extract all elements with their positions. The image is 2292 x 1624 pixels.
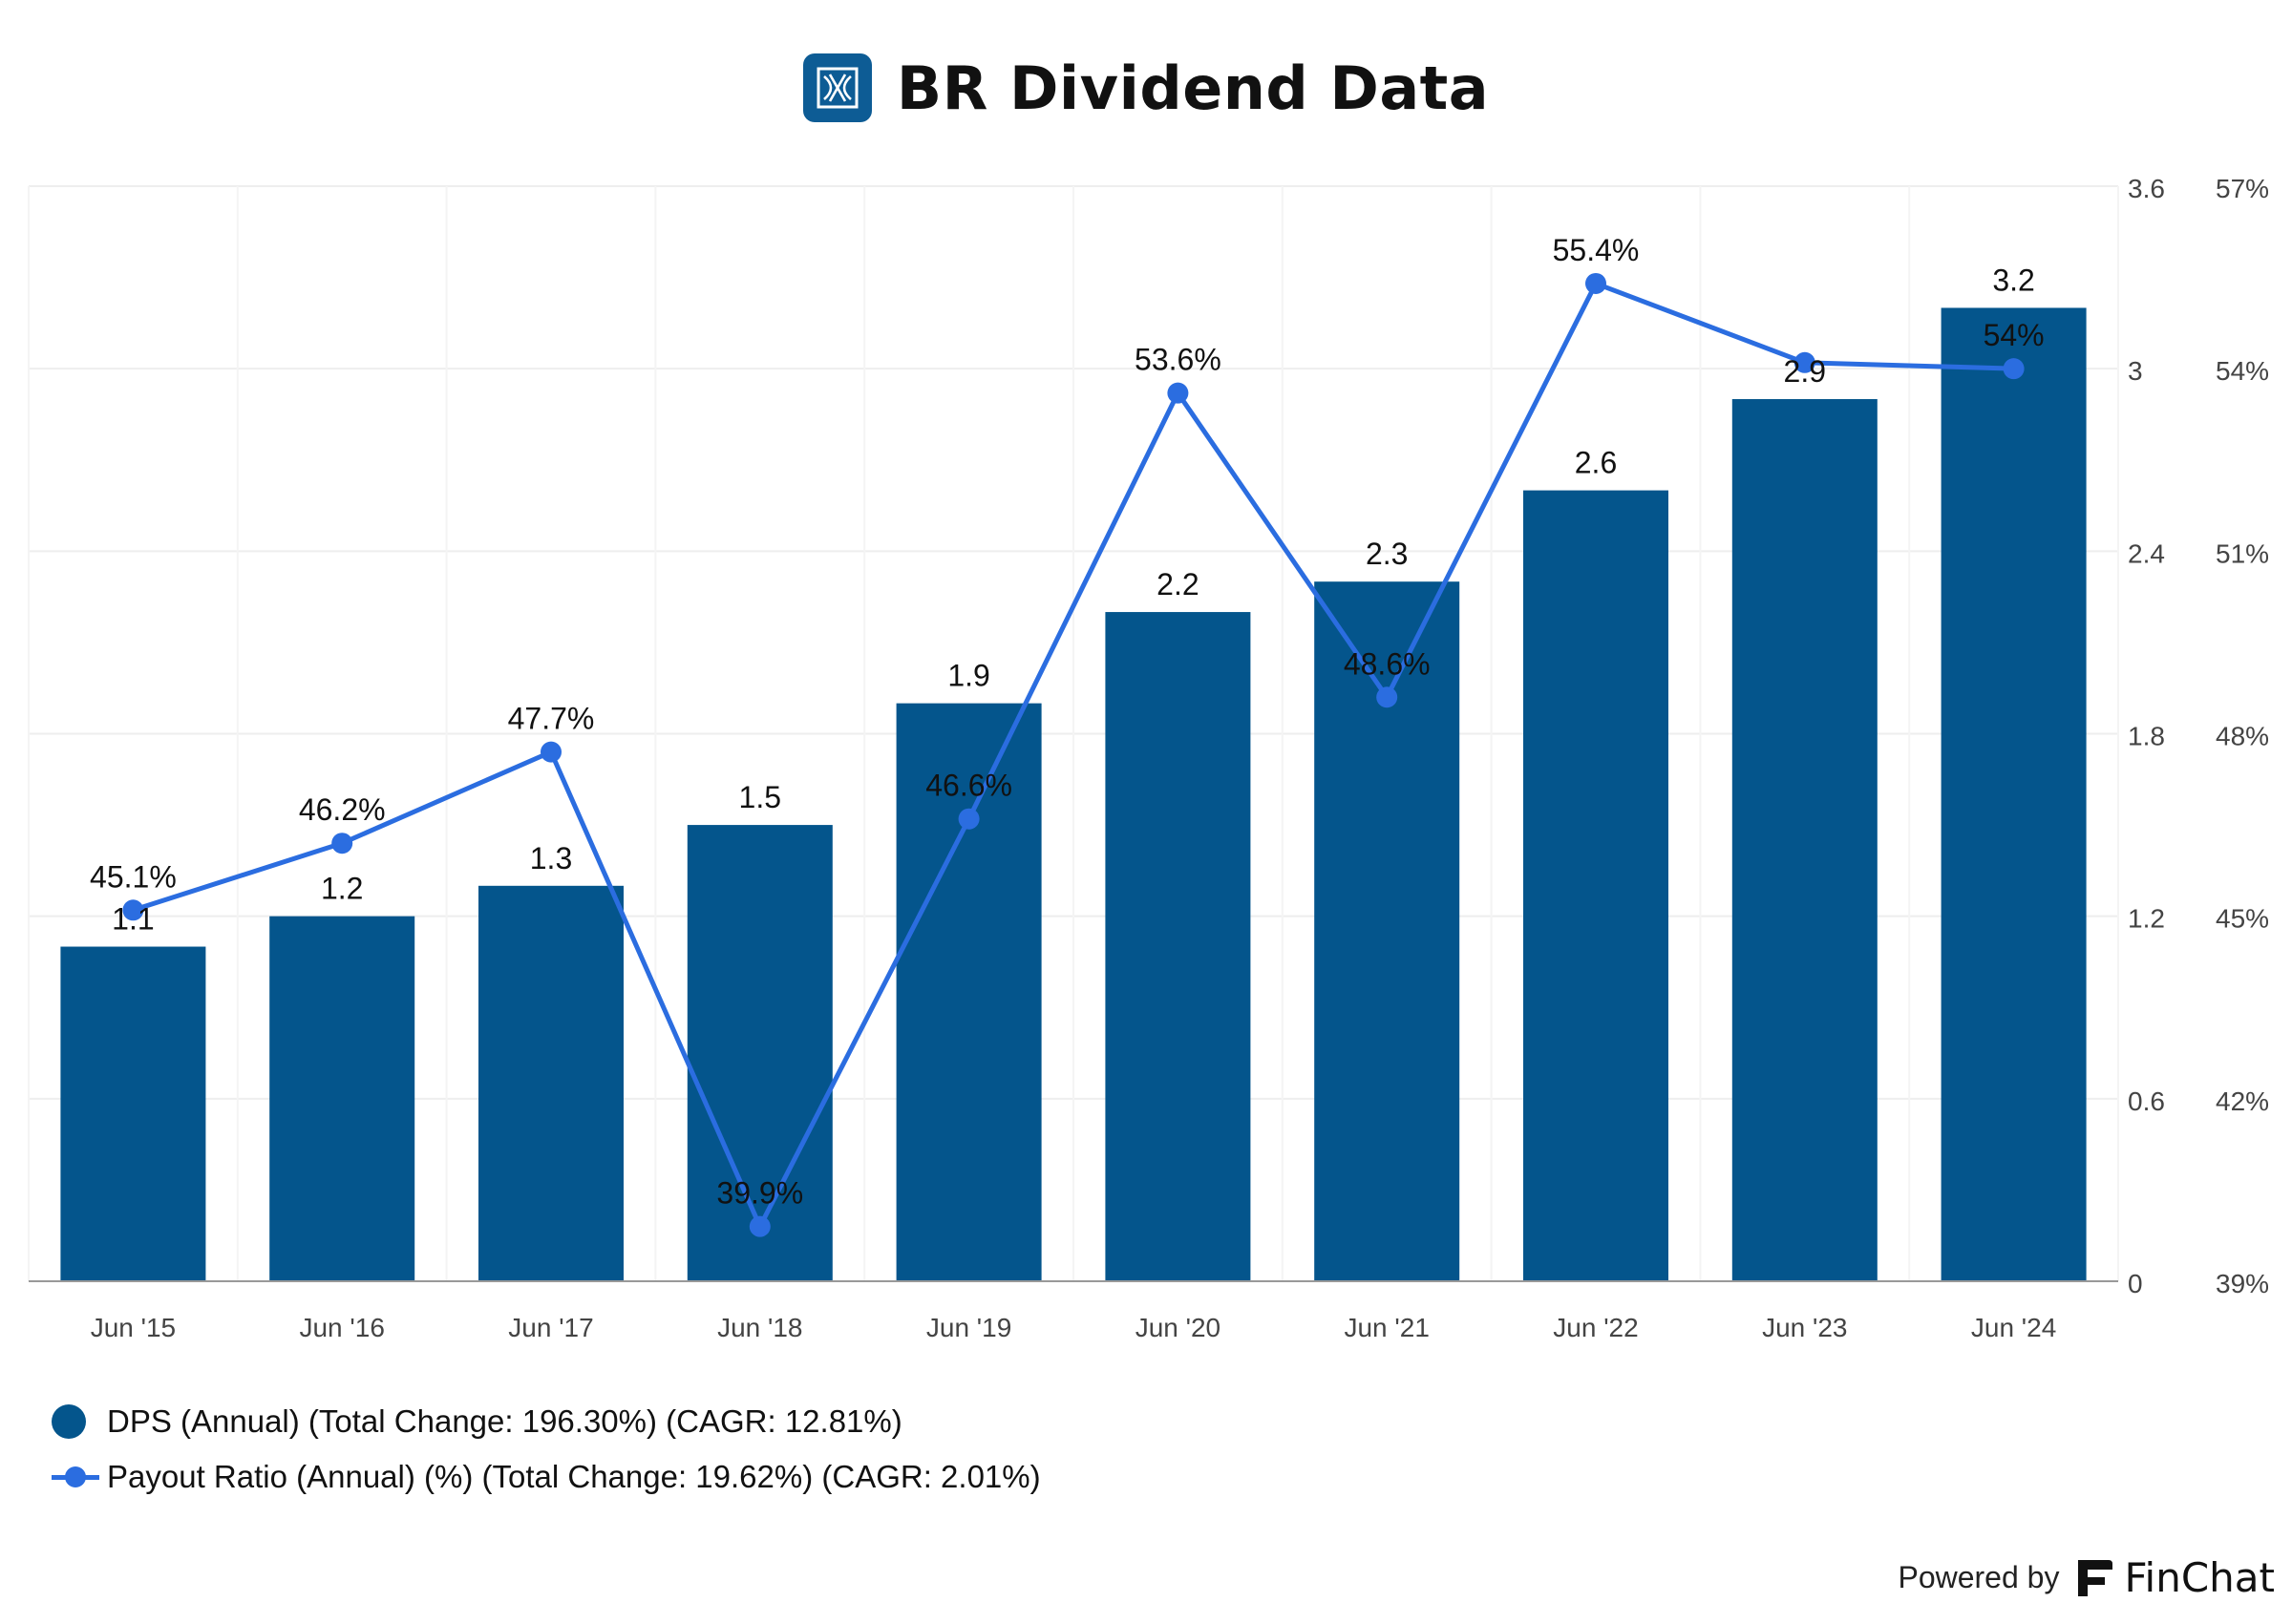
legend-marker-dps xyxy=(52,1404,86,1439)
dps-bar-label: 2.3 xyxy=(1366,537,1408,571)
x-tick-label: Jun '20 xyxy=(1135,1313,1220,1342)
payout-ratio-point xyxy=(958,808,980,830)
powered-by-text: Powered by xyxy=(1898,1560,2060,1594)
payout-ratio-label: 48.6% xyxy=(1344,646,1431,681)
payout-ratio-line xyxy=(122,272,2025,1237)
broadridge-logo-icon xyxy=(802,53,872,122)
dps-bar xyxy=(1314,581,1460,1281)
payout-ratio-point xyxy=(1167,382,1189,404)
dps-bar xyxy=(1105,612,1251,1281)
legend-label-dps: DPS (Annual) (Total Change: 196.30%) (CA… xyxy=(107,1403,902,1439)
payout-ratio-label: 55.4% xyxy=(1553,233,1640,267)
y-right-tick-label: 42% xyxy=(2216,1086,2269,1116)
dps-bar-label: 3.2 xyxy=(1992,263,2034,297)
dps-bar-label: 1.3 xyxy=(530,841,572,875)
y-right-tick-label: 54% xyxy=(2216,356,2269,386)
y-right-tick-label: 39% xyxy=(2216,1269,2269,1298)
payout-ratio-label: 39.9% xyxy=(716,1176,803,1211)
y-right-tick-label: 48% xyxy=(2216,722,2269,751)
y-left-tick-label: 0.6 xyxy=(2128,1086,2165,1116)
payout-ratio-point xyxy=(2003,358,2025,380)
dps-bar xyxy=(1731,399,1878,1281)
legend-marker-payout-ratio xyxy=(52,1460,99,1494)
dps-bar-label: 2.9 xyxy=(1784,354,1826,389)
x-tick-label: Jun '24 xyxy=(1971,1313,2056,1342)
y-left-tick-label: 2.4 xyxy=(2128,538,2165,568)
x-tick-label: Jun '21 xyxy=(1344,1313,1429,1342)
dps-bar-label: 1.1 xyxy=(112,902,154,937)
dividend-chart: 1.1 1.2 1.3 1.5 1.9 2.2 2.3 2.6 2.9 3.2 45.1% 46.2%… xyxy=(28,174,2269,1342)
x-tick-label: Jun '15 xyxy=(91,1313,176,1342)
payout-ratio-label: 53.6% xyxy=(1135,343,1221,377)
x-tick-label: Jun '23 xyxy=(1762,1313,1847,1342)
y-right-tick-label: 51% xyxy=(2216,538,2269,568)
y-left-tick-label: 1.2 xyxy=(2128,904,2165,934)
dps-bar-label: 2.6 xyxy=(1575,446,1617,480)
dps-bar xyxy=(1523,490,1668,1281)
data-labels: 1.1 1.2 1.3 1.5 1.9 2.2 2.3 2.6 2.9 3.2 45.1% 46.2%… xyxy=(90,233,2045,1211)
payout-ratio-point xyxy=(1376,686,1398,708)
legend-item-dps[interactable]: DPS (Annual) (Total Change: 196.30%) (CA… xyxy=(52,1394,1041,1449)
finchat-logo-icon xyxy=(2078,1559,2113,1596)
chart-legend: DPS (Annual) (Total Change: 196.30%) (CA… xyxy=(52,1394,1041,1505)
x-tick-label: Jun '19 xyxy=(926,1313,1011,1342)
x-tick-label: Jun '22 xyxy=(1553,1313,1638,1342)
dps-bar xyxy=(1941,307,2087,1281)
dps-bar-label: 2.2 xyxy=(1157,567,1199,601)
axes: 0 39% 0.6 42% 1.2 45% 1.8 48% 2.4 51% 3 54% 3.6 57% Ju… xyxy=(29,174,2269,1342)
dps-bar-label: 1.5 xyxy=(739,780,781,814)
x-tick-label: Jun '17 xyxy=(508,1313,593,1342)
finchat-brand[interactable]: FinChat xyxy=(2074,1554,2275,1601)
dps-bar xyxy=(478,885,624,1281)
y-left-tick-label: 3 xyxy=(2128,356,2143,386)
dps-bar xyxy=(269,916,415,1281)
payout-ratio-label: 45.1% xyxy=(90,859,177,894)
payout-ratio-point xyxy=(749,1215,771,1237)
payout-ratio-point xyxy=(1585,272,1606,294)
chart-title: BR Dividend Data xyxy=(896,53,1490,123)
footer: Powered by FinChat xyxy=(1898,1554,2275,1601)
payout-ratio-label: 54% xyxy=(1984,318,2045,352)
legend-label-payout-ratio: Payout Ratio (Annual) (%) (Total Change:… xyxy=(107,1459,1041,1494)
dps-bar-label: 1.2 xyxy=(321,872,363,906)
legend-item-payout-ratio[interactable]: Payout Ratio (Annual) (%) (Total Change:… xyxy=(52,1449,1041,1505)
y-right-tick-label: 57% xyxy=(2216,174,2269,203)
payout-ratio-point xyxy=(331,833,353,854)
dps-bar xyxy=(896,703,1042,1281)
payout-ratio-point xyxy=(1793,351,1815,373)
payout-ratio-point xyxy=(541,741,562,763)
payout-ratio-label: 46.6% xyxy=(925,769,1012,803)
dps-bar xyxy=(687,825,833,1281)
y-left-tick-label: 1.8 xyxy=(2128,722,2165,751)
finchat-brand-text: FinChat xyxy=(2124,1554,2275,1601)
x-tick-label: Jun '16 xyxy=(299,1313,384,1342)
chart-header: BR Dividend Data xyxy=(0,50,2292,126)
y-left-tick-label: 3.6 xyxy=(2128,174,2165,203)
payout-ratio-label: 47.7% xyxy=(508,702,595,736)
x-tick-label: Jun '18 xyxy=(717,1313,802,1342)
y-left-tick-label: 0 xyxy=(2128,1269,2143,1298)
payout-ratio-label: 46.2% xyxy=(299,792,386,827)
dps-bar xyxy=(60,946,206,1281)
payout-ratio-point xyxy=(122,899,144,921)
payout-ratio-polyline xyxy=(132,281,2014,1230)
dps-bar-label: 1.9 xyxy=(947,659,989,693)
y-right-tick-label: 45% xyxy=(2216,904,2269,934)
